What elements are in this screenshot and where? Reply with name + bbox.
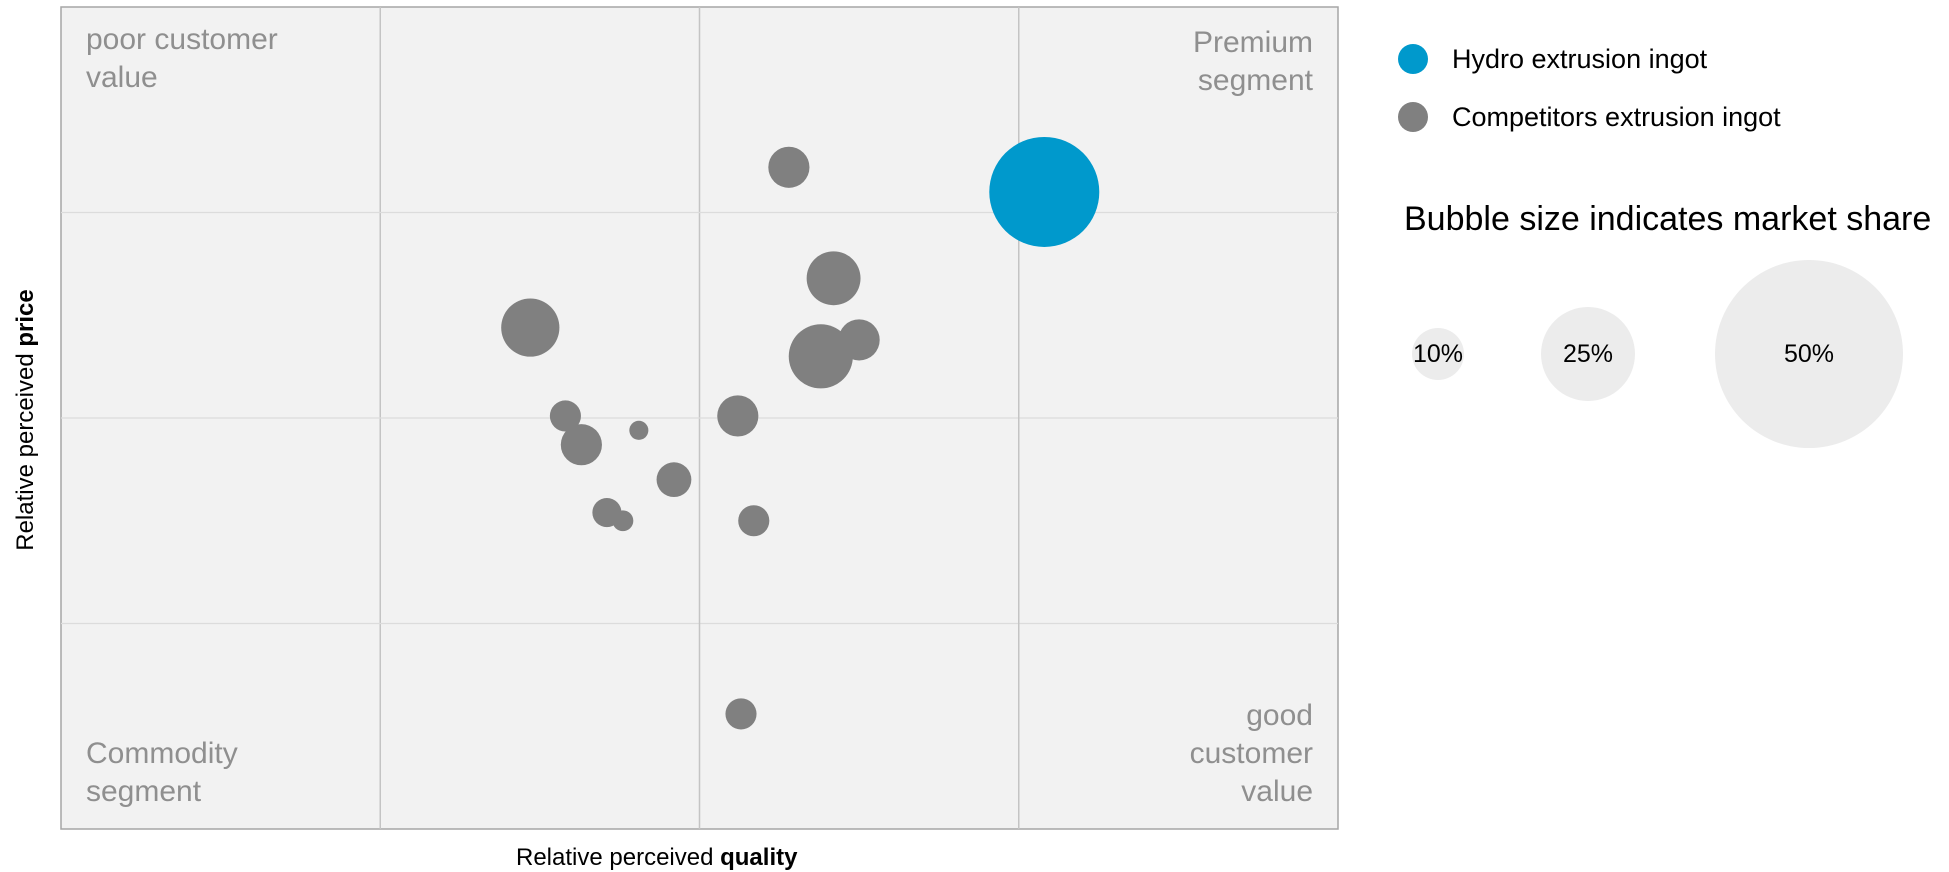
size-legend-label: 10%	[1412, 339, 1464, 368]
y-axis-label-bold: price	[12, 289, 39, 347]
x-axis-label: Relative perceived quality	[516, 844, 797, 872]
legend-item-hydro: Hydro extrusion ingot	[1398, 30, 1781, 88]
quadrant-label-line: poor customer	[86, 23, 278, 56]
quadrant-label-line: good	[1246, 699, 1313, 732]
x-axis-label-bold: quality	[720, 844, 798, 871]
competitor-bubble	[560, 424, 602, 466]
quadrant-label-line: Commodity	[86, 737, 238, 770]
quadrant-label-line: Premium	[1192, 26, 1313, 59]
legend-marker-hydro	[1398, 44, 1428, 74]
competitor-bubble	[549, 400, 581, 432]
bubbles	[501, 136, 1100, 730]
legend-label-competitors: Competitors extrusion ingot	[1452, 101, 1781, 132]
competitor-bubble	[656, 462, 692, 498]
quadrant-label-line: segment	[86, 775, 202, 808]
size-legend-bubble: 50%	[1715, 260, 1903, 448]
quadrant-label-bottom-right: good customer value	[1190, 697, 1313, 811]
quadrant-label-top-left: poor customer value	[86, 21, 278, 97]
competitor-bubble	[738, 505, 770, 537]
quadrant-label-line: segment	[1197, 64, 1313, 97]
competitor-bubble	[717, 395, 759, 437]
size-legend-title: Bubble size indicates market share	[1404, 200, 1932, 238]
size-legend-bubble: 25%	[1541, 307, 1635, 401]
competitor-bubble	[612, 510, 634, 532]
legend-label-hydro: Hydro extrusion ingot	[1452, 43, 1708, 74]
hydro-bubble	[989, 136, 1100, 247]
series-legend: Hydro extrusion ingot Competitors extrus…	[1398, 30, 1781, 146]
x-axis-label-prefix: Relative perceived	[516, 844, 721, 871]
competitor-bubble	[629, 420, 649, 440]
legend-marker-competitors	[1398, 102, 1428, 132]
y-axis-label-prefix: Relative perceived	[12, 346, 39, 551]
y-axis-label: Relative perceived price	[12, 289, 40, 550]
competitor-bubble	[806, 251, 861, 306]
size-legend-label: 25%	[1562, 339, 1614, 368]
quadrant-label-line: customer	[1189, 737, 1313, 770]
quadrant-label-bottom-left: Commodity segment	[86, 735, 238, 811]
quadrant-label-top-right: Premium segment	[1193, 24, 1313, 100]
size-legend-label: 50%	[1783, 339, 1835, 368]
competitor-bubble	[725, 698, 757, 730]
competitor-bubble	[501, 298, 560, 357]
legend-item-competitors: Competitors extrusion ingot	[1398, 88, 1781, 146]
size-legend-bubble: 10%	[1412, 328, 1464, 380]
competitor-bubble	[788, 324, 853, 389]
competitor-bubble	[768, 146, 810, 188]
quadrant-label-line: value	[1241, 775, 1313, 808]
quadrant-label-line: value	[86, 61, 158, 94]
